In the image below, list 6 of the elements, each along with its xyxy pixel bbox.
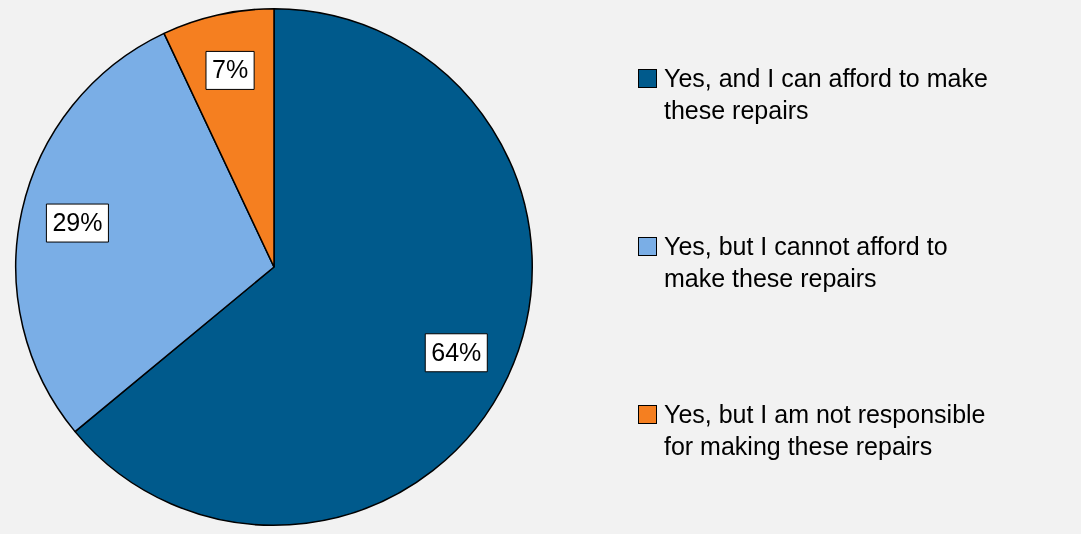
- legend-label: Yes, but I cannot afford to make these repairs: [664, 231, 949, 294]
- legend-label: Yes, but I am not responsible for making these repairs: [664, 399, 987, 462]
- legend-label: Yes, and I can afford to make these repairs: [664, 63, 988, 126]
- data-label: 29%: [52, 207, 103, 236]
- data-label: 7%: [211, 55, 249, 84]
- data-label: 64%: [431, 337, 482, 366]
